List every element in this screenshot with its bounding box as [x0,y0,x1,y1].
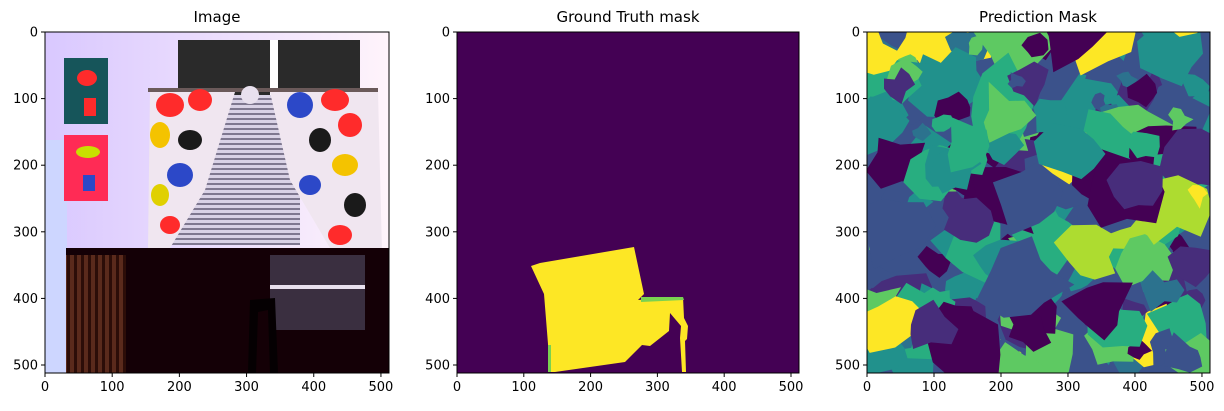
x-tick-label: 300 [234,380,259,395]
x-tick-label: 500 [1190,380,1215,395]
predicted-segment [1187,185,1208,209]
predicted-segment [910,47,977,108]
predicted-segment [1115,234,1177,288]
predicted-segment [1007,61,1049,107]
y-tick-label: 200 [835,159,860,174]
predicted-segment [1164,332,1203,373]
predicted-segment [931,114,955,132]
predicted-segment [985,132,1025,165]
y-tick-label: 200 [425,159,450,174]
predicted-segment [1116,71,1138,88]
predicted-segment [968,35,983,56]
y-tick-label: 500 [835,359,860,374]
y-tick-label: 400 [13,292,38,307]
predicted-segment [927,308,1001,373]
panel-ground-truth-mask: Ground Truth mask 0 100 200 300 400 500010020… [425,8,803,395]
y-tick-label: 0 [442,26,450,41]
axes-frame-image [44,31,390,374]
predicted-segment [1021,32,1049,58]
predicted-segment [983,81,1037,143]
predicted-segment [912,122,932,142]
panel-title-ground-truth: Ground Truth mask [556,8,699,26]
predicted-segment [1061,282,1133,341]
y-tick-label: 300 [835,225,860,240]
panel-title-image: Image [194,8,241,26]
y-tick-label: 300 [425,225,450,240]
predicted-segment [867,91,910,156]
predicted-segment [1123,131,1160,159]
y-tick-label: 0 [852,26,860,41]
x-tick-label: 400 [301,380,326,395]
predicted-segment [1167,246,1210,288]
predicted-segment [976,236,1075,318]
x-tick-label: 0 [863,380,871,395]
y-tick-label: 400 [835,292,860,307]
predicted-segment [1127,73,1158,108]
x-tick-label: 300 [645,380,670,395]
panel-image: Image [13,8,393,395]
predicted-segment [944,197,994,243]
y-tick-label: 100 [425,92,450,107]
room-photo [45,32,389,373]
predicted-segment [1085,38,1156,85]
panel-title-prediction: Prediction Mask [979,8,1097,26]
mask-image [457,32,799,373]
x-tick-label: 0 [41,380,49,395]
predicted-segment [1168,107,1194,131]
x-tick-label: 500 [779,380,804,395]
predicted-segment [1008,309,1052,352]
predicted-segment [1033,98,1068,133]
y-tick-label: 200 [13,159,38,174]
predicted-segment [1137,32,1203,87]
x-tick-label: 200 [989,380,1014,395]
predicted-segment [1033,123,1106,180]
y-tick-label: 100 [835,92,860,107]
predicted-segment [1140,270,1185,312]
y-tick-label: 500 [425,359,450,374]
y-tick-label: 100 [13,92,38,107]
x-tick-label: 0 [453,380,461,395]
y-tick-label: 400 [425,292,450,307]
predicted-segment [884,67,916,105]
predicted-segment [992,161,1064,236]
axes-frame-ground-truth [456,31,800,374]
y-tick-label: 300 [13,225,38,240]
x-tick-label: 400 [1123,380,1148,395]
predicted-segment [1106,161,1163,210]
x-tick-label: 500 [369,380,394,395]
x-tick-label: 300 [1056,380,1081,395]
x-tick-label: 100 [922,380,947,395]
x-tick-label: 200 [578,380,603,395]
x-tick-label: 400 [712,380,737,395]
predicted-segment [867,32,902,75]
chair-mask-region [531,247,688,372]
predicted-segment [1048,32,1107,73]
x-tick-label: 100 [511,380,536,395]
x-tick-label: 200 [167,380,192,395]
predicted-segment [910,299,959,349]
predicted-segment [917,246,951,278]
y-tick-label: 500 [13,359,38,374]
predicted-segment [992,342,1047,373]
predicted-segment [867,198,937,270]
predicted-segment [947,116,990,173]
predicted-segment [945,272,979,300]
predicted-segment [1053,224,1119,280]
y-tick-label: 0 [30,26,38,41]
x-tick-label: 100 [100,380,125,395]
predicted-segment [1158,128,1210,188]
prediction-mask-image [867,32,1210,373]
predicted-segment [1007,72,1026,89]
panel-prediction-mask: Prediction Mask 0 100 200 300 400 50001002003… [835,8,1215,395]
axes-frame-prediction [866,31,1211,374]
